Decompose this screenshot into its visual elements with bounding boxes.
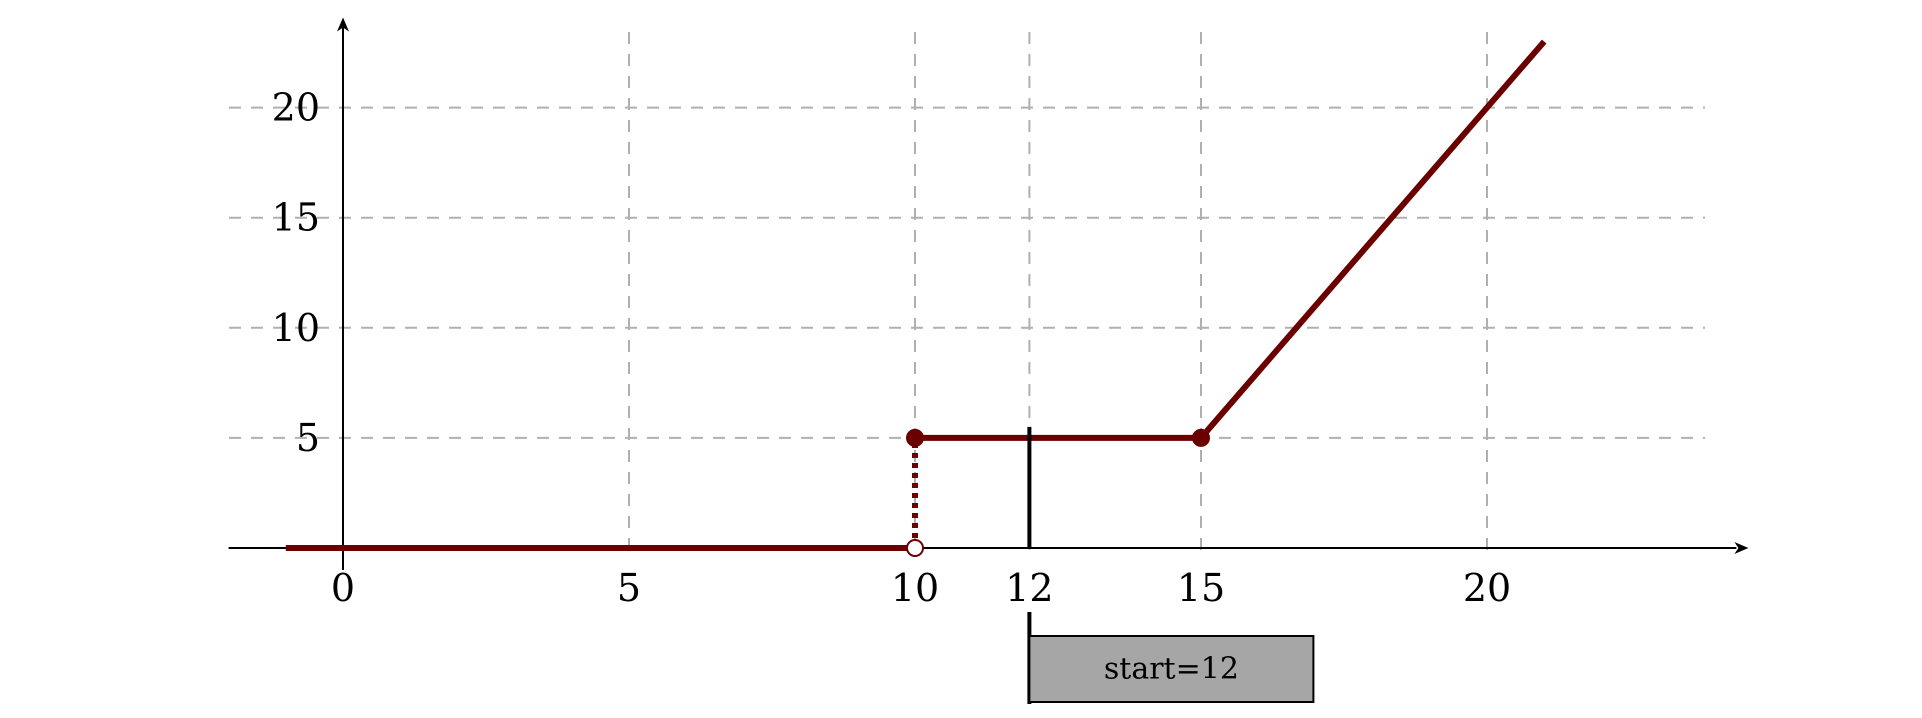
y-tick-label-20: 20 bbox=[272, 86, 320, 130]
x-tick-label-5: 5 bbox=[617, 566, 641, 610]
y-tick-label-5: 5 bbox=[296, 416, 320, 460]
x-tick-label-0: 0 bbox=[331, 566, 355, 610]
tick-labels: 0 5 10 12 15 20 5 10 15 20 bbox=[272, 86, 1512, 610]
y-tick-label-15: 15 bbox=[272, 196, 320, 240]
x-tick-label-20: 20 bbox=[1463, 566, 1511, 610]
annotation-box bbox=[1028, 635, 1315, 703]
series-point-10-5 bbox=[906, 428, 924, 447]
x-axis-arrowhead bbox=[1734, 542, 1749, 554]
axes bbox=[228, 17, 1749, 571]
annotation-label: start=12 bbox=[1104, 652, 1239, 687]
y-tick-label-10: 10 bbox=[272, 306, 320, 350]
x-tick-label-15: 15 bbox=[1177, 566, 1225, 610]
x-tick-label-10: 10 bbox=[891, 566, 939, 610]
series-point-15-5 bbox=[1192, 428, 1210, 447]
start-annotation: start=12 bbox=[1027, 426, 1315, 704]
series-function bbox=[285, 39, 1547, 557]
series-segment-4 bbox=[1198, 39, 1547, 440]
x-tick-label-12: 12 bbox=[1005, 566, 1053, 610]
y-axis-arrowhead bbox=[337, 17, 349, 32]
series-point-10-0 bbox=[906, 539, 924, 557]
